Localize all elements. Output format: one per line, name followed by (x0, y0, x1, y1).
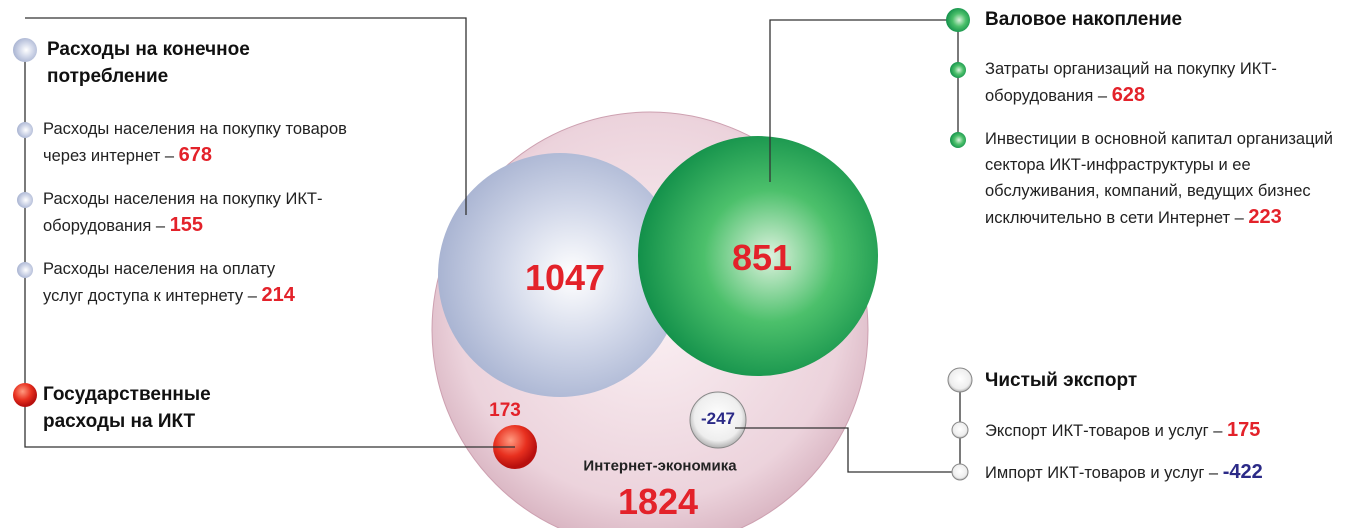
economy-label: Интернет-экономика (583, 458, 736, 475)
item-label: Импорт ИКТ-товаров и услуг – (985, 464, 1218, 482)
item-label: Экспорт ИКТ-товаров и услуг – (985, 422, 1222, 440)
consumption-title: Расходы на конечное потребление (47, 36, 327, 90)
bullet (950, 132, 966, 148)
bullet (948, 368, 972, 392)
bullet (17, 262, 33, 278)
consumption-item: Расходы населения на покупку товаров чер… (43, 116, 353, 169)
bullet (13, 383, 37, 407)
bullet (950, 62, 966, 78)
bullet (952, 422, 968, 438)
infographic: Расходы на конечное потребление Расходы … (0, 0, 1372, 528)
investment-total: 851 (732, 237, 792, 279)
investment-title: Валовое накопление (985, 6, 1182, 33)
item-value: 628 (1112, 84, 1145, 106)
consumption-total: 1047 (525, 257, 605, 299)
item-label: Расходы населения на оплату услуг доступ… (43, 260, 275, 305)
consumption-item: Расходы населения на оплату услуг доступ… (43, 256, 303, 309)
government-total: 173 (489, 400, 521, 422)
government-title: Государственные расходы на ИКТ (43, 381, 273, 435)
item-value: -422 (1223, 461, 1263, 483)
export-item: Импорт ИКТ-товаров и услуг – -422 (985, 459, 1365, 486)
export-total: -247 (701, 409, 735, 429)
bullet (17, 122, 33, 138)
investment-item: Инвестиции в основной капитал организаци… (985, 126, 1360, 231)
bullet (13, 38, 37, 62)
item-value: 223 (1248, 206, 1281, 228)
economy-total: 1824 (618, 481, 698, 523)
consumption-item: Расходы населения на покупку ИКТ-оборудо… (43, 186, 353, 239)
item-value: 678 (179, 144, 212, 166)
item-value: 214 (261, 284, 294, 306)
export-title: Чистый экспорт (985, 367, 1137, 394)
bullet (952, 464, 968, 480)
investment-item: Затраты организаций на покупку ИКТ-обору… (985, 56, 1305, 109)
bullet (946, 8, 970, 32)
export-item: Экспорт ИКТ-товаров и услуг – 175 (985, 417, 1365, 444)
item-value: 155 (170, 214, 203, 236)
bullet (17, 192, 33, 208)
item-value: 175 (1227, 419, 1260, 441)
